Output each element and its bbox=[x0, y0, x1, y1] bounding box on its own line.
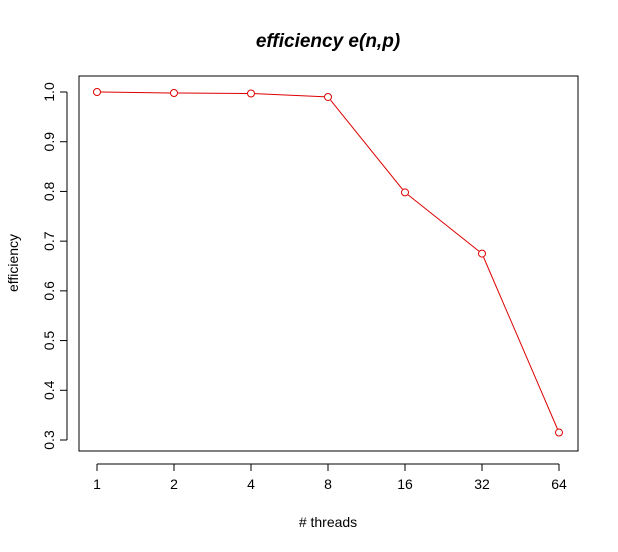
series-line-segment bbox=[483, 257, 558, 430]
x-axis-title: # threads bbox=[299, 514, 357, 530]
data-point bbox=[401, 188, 409, 197]
y-axis: 0.3 0.4 0.5 0.6 0.7 0.8 0.9 1.0 bbox=[41, 82, 68, 450]
data-point bbox=[324, 92, 332, 101]
y-tick-label: 0.3 bbox=[41, 430, 57, 450]
data-point bbox=[247, 89, 255, 98]
series-group bbox=[93, 88, 563, 437]
x-tick-label: 16 bbox=[397, 476, 413, 492]
y-tick-label: 0.8 bbox=[41, 181, 57, 201]
y-tick-label: 0.4 bbox=[41, 380, 57, 400]
y-tick-label: 0.6 bbox=[41, 281, 57, 301]
y-tick-label: 0.7 bbox=[41, 231, 57, 251]
data-point bbox=[93, 88, 101, 96]
y-tick-label: 0.9 bbox=[41, 132, 57, 152]
x-tick-label: 1 bbox=[93, 476, 101, 492]
plot-area-frame bbox=[78, 75, 579, 452]
data-point bbox=[478, 249, 486, 258]
data-point bbox=[170, 88, 178, 97]
x-tick-label: 64 bbox=[551, 476, 567, 492]
series-line-segment bbox=[100, 91, 171, 94]
y-axis-title: efficiency bbox=[5, 234, 21, 292]
y-tick-label: 0.5 bbox=[41, 331, 57, 351]
y-tick-label: 1.0 bbox=[41, 82, 57, 102]
chart-title: efficiency e(n,p) bbox=[256, 31, 400, 52]
x-tick-label: 2 bbox=[170, 476, 178, 492]
series-line-segment bbox=[407, 194, 480, 252]
series-line-segment bbox=[330, 99, 403, 190]
data-point bbox=[555, 428, 563, 437]
x-tick-label: 32 bbox=[474, 476, 490, 492]
series-line-segment bbox=[254, 93, 325, 98]
x-tick-label: 8 bbox=[324, 476, 332, 492]
x-tick-label: 4 bbox=[247, 476, 255, 492]
x-axis: 1 2 4 8 16 32 64 bbox=[93, 463, 567, 492]
